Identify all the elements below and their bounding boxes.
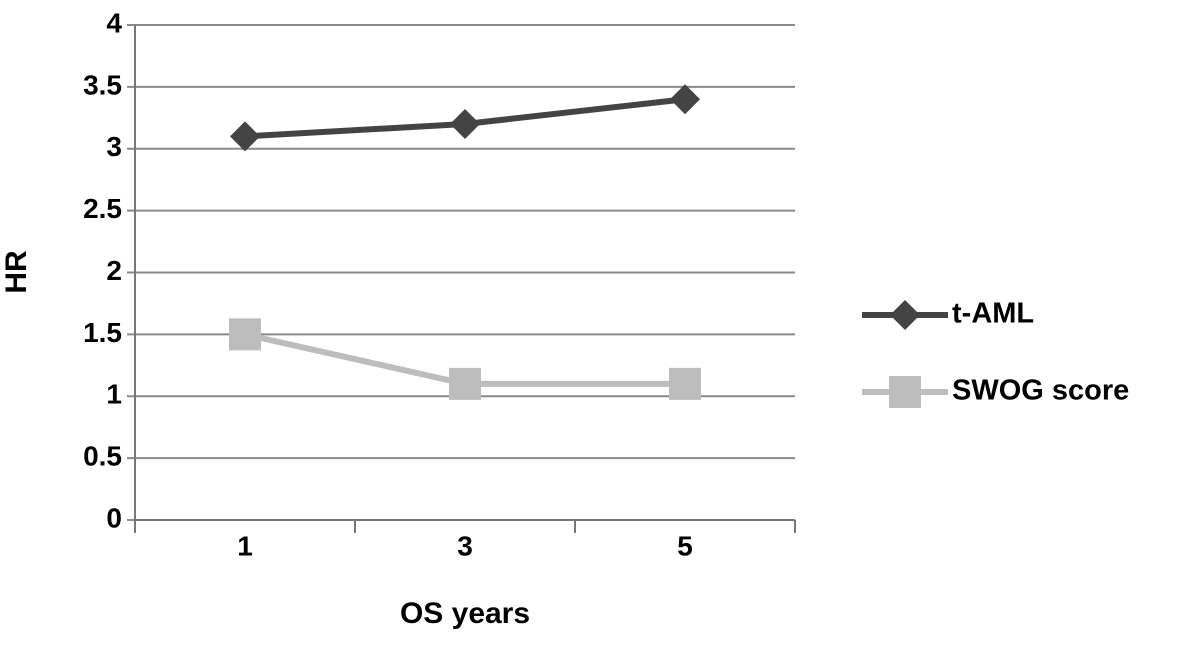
marker bbox=[229, 318, 261, 351]
legend-label: SWOG score bbox=[952, 375, 1129, 407]
x-tick-label: 5 bbox=[677, 530, 693, 561]
y-tick-label: 0.5 bbox=[83, 441, 122, 472]
marker bbox=[450, 109, 480, 139]
marker bbox=[230, 121, 260, 152]
y-tick-label: 0 bbox=[106, 502, 122, 533]
x-tick-label: 3 bbox=[457, 530, 473, 561]
y-tick-label: 3 bbox=[106, 131, 122, 162]
x-tick-label: 1 bbox=[237, 530, 253, 561]
y-tick-label: 2 bbox=[106, 255, 122, 286]
y-tick-label: 3.5 bbox=[83, 69, 122, 100]
marker bbox=[449, 367, 481, 400]
legend-marker bbox=[890, 300, 920, 330]
x-axis-label: OS years bbox=[400, 597, 530, 630]
y-tick-label: 2.5 bbox=[83, 193, 122, 224]
y-tick-label: 1.5 bbox=[83, 317, 122, 348]
legend-marker bbox=[889, 376, 921, 408]
y-axis-label: HR bbox=[0, 250, 33, 294]
marker bbox=[669, 367, 701, 400]
legend-label: t-AML bbox=[952, 298, 1034, 330]
y-tick-label: 1 bbox=[106, 379, 122, 410]
marker bbox=[670, 84, 700, 115]
y-tick-label: 4 bbox=[106, 7, 122, 38]
